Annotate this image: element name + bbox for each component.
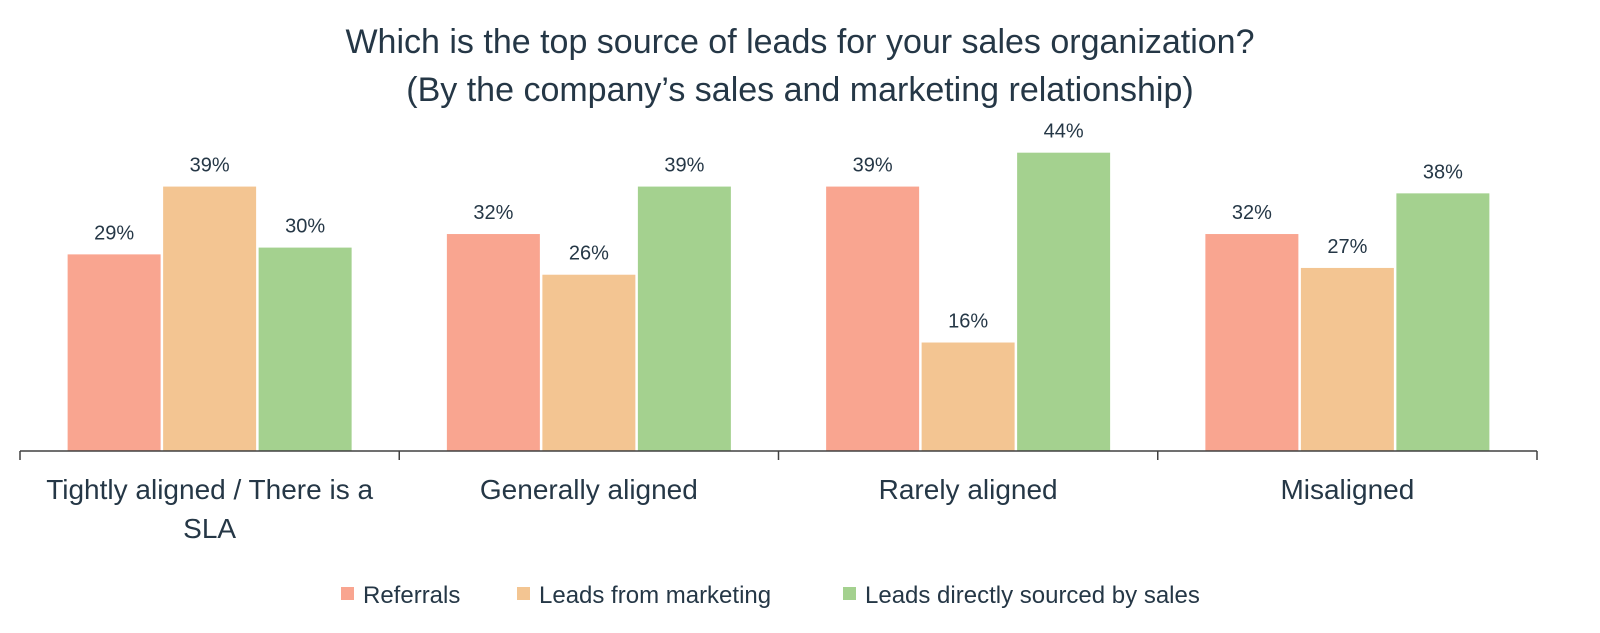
bar-1-3 [826,186,920,451]
bar-2-4 [1300,267,1394,451]
bar-3-1 [258,247,352,451]
data-label-2-4: 27% [1327,236,1367,258]
data-label-3-3: 44% [1044,121,1084,143]
legend-label-2: Leads from marketing [539,582,771,609]
data-label-2-1: 39% [190,155,230,177]
data-label-1-1: 29% [94,222,134,244]
data-label-3-4: 38% [1423,161,1463,183]
category-label-1-line-1: Tightly aligned / There is a [46,474,373,505]
data-label-2-2: 26% [569,243,609,265]
bar-3-2 [637,186,731,451]
bar-3-4 [1396,193,1490,452]
bar-1-2 [446,234,540,451]
bar-1-1 [67,254,161,451]
bar-3-3 [1017,152,1111,451]
category-label-3: Rarely aligned [879,474,1058,505]
data-label-1-2: 32% [473,202,513,224]
legend-swatch-3 [843,587,856,600]
category-label-1-line-2: SLA [183,513,236,544]
legend: Referrals Leads from marketing Leads direc… [341,582,1200,609]
category-label-2: Generally aligned [480,474,698,505]
plot-area: 29% 39% 30% Tightly aligned / There is a SLA… [19,121,1538,544]
data-label-1-3: 39% [853,155,893,177]
data-label-3-1: 30% [285,216,325,238]
category-label-4: Misaligned [1280,474,1414,505]
bar-1-4 [1205,234,1299,451]
data-label-3-2: 39% [664,155,704,177]
data-label-1-4: 32% [1232,202,1272,224]
chart-title: Which is the top source of leads for you… [345,23,1254,61]
bar-2-1 [163,186,257,451]
data-label-2-3: 16% [948,311,988,333]
legend-swatch-2 [517,587,530,600]
bar-2-2 [542,274,636,451]
chart-subtitle: (By the company’s sales and marketing re… [406,71,1193,109]
legend-swatch-1 [341,587,354,600]
bar-2-3 [921,342,1015,451]
legend-label-1: Referrals [363,582,460,609]
legend-label-3: Leads directly sourced by sales [865,582,1200,609]
